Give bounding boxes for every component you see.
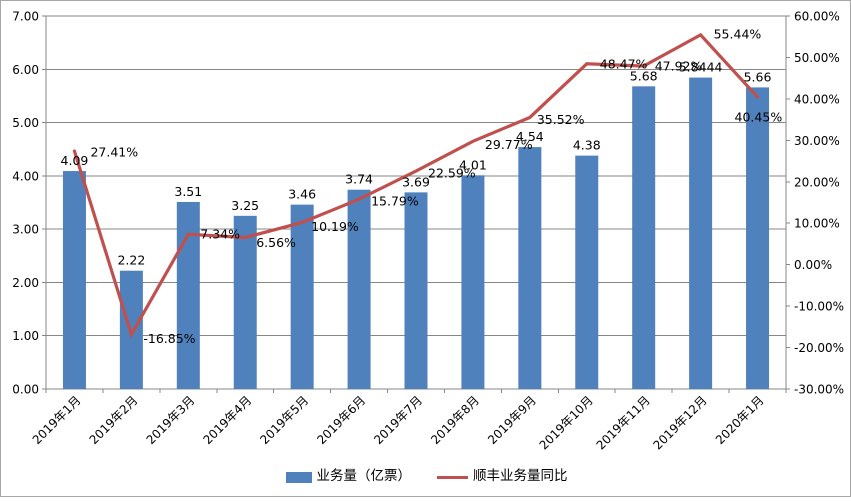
- bar-2019年8月: [461, 175, 485, 389]
- x-axis-category-label: 2019年11月: [594, 393, 653, 452]
- bar-label: 3.69: [402, 174, 430, 189]
- line-label: -16.85%: [143, 331, 195, 346]
- x-axis-category-label: 2019年9月: [485, 393, 539, 447]
- bar-2019年10月: [575, 155, 599, 389]
- left-axis-tick-label: 6.00: [12, 63, 39, 77]
- line-label: 27.41%: [90, 145, 138, 160]
- legend-line-swatch: [437, 475, 468, 479]
- line-label: 35.52%: [537, 112, 585, 127]
- line-label: 40.45%: [735, 110, 783, 125]
- bar-label: 3.46: [288, 187, 316, 202]
- right-axis-tick-label: -30.00%: [794, 383, 844, 397]
- x-axis-category-label: 2019年12月: [650, 393, 709, 452]
- right-axis-tick-label: -10.00%: [794, 300, 844, 314]
- bar-2020年1月: [746, 87, 770, 389]
- bar-2019年11月: [632, 86, 656, 389]
- right-axis-tick-label: -20.00%: [794, 341, 844, 355]
- bar-2019年4月: [233, 215, 257, 389]
- legend: 业务量（亿票） 顺丰业务量同比: [1, 465, 850, 489]
- left-axis-tick-label: 3.00: [12, 223, 39, 237]
- right-axis-tick-label: 0.00%: [794, 258, 832, 272]
- right-axis-tick-label: 20.00%: [794, 175, 840, 189]
- combo-chart-plot: 7.00 6.00 5.00 4.00 3.00 2.00 1.00 0.00 60.00% 50…: [12, 10, 844, 453]
- line-label: 55.44%: [714, 26, 762, 41]
- bar-2019年7月: [404, 192, 428, 389]
- left-axis-tick-label: 4.00: [12, 169, 39, 183]
- legend-entry-yoy: 顺丰业务量同比: [437, 470, 568, 484]
- right-axis-tick-label: 10.00%: [794, 217, 840, 231]
- bar-2019年3月: [176, 201, 200, 389]
- bar-label: 2.22: [117, 253, 145, 268]
- left-axis-tick-label: 7.00: [12, 10, 39, 24]
- right-axis-tick-label: 30.00%: [794, 134, 840, 148]
- x-axis-category-label: 2019年2月: [87, 393, 141, 447]
- line-label: 48.47%: [600, 56, 648, 71]
- bar-label: 3.74: [345, 172, 373, 187]
- bar-label: 4.38: [573, 138, 601, 153]
- bar-2019年9月: [518, 147, 542, 389]
- bar-label: 4.09: [61, 153, 89, 168]
- x-axis-category-label: 2019年5月: [257, 393, 311, 447]
- bar-2019年6月: [347, 189, 371, 389]
- bar-label: 3.51: [174, 184, 202, 199]
- bar-label: 3.25: [231, 198, 259, 213]
- right-axis-tick-label: 60.00%: [794, 10, 840, 24]
- x-axis-category-label: 2019年1月: [30, 393, 84, 447]
- yoy-line: [72, 32, 760, 339]
- right-axis-tick-label: 50.00%: [794, 51, 840, 65]
- line-label: 15.79%: [371, 194, 419, 209]
- bar-2019年5月: [290, 204, 314, 389]
- left-axis-tick-label: 2.00: [12, 276, 39, 290]
- line-label: 10.19%: [311, 219, 359, 234]
- legend-line-label: 顺丰业务量同比: [473, 468, 568, 485]
- legend-entry-volume: 业务量（亿票）: [285, 468, 412, 485]
- x-axis-category-label: 2019年3月: [144, 393, 198, 447]
- x-axis-category-label: 2019年7月: [371, 393, 425, 447]
- line-label: 7.34%: [200, 227, 240, 242]
- left-axis-tick-label: 5.00: [12, 116, 39, 130]
- bar-2019年12月: [689, 77, 713, 390]
- bar-2019年1月: [62, 171, 86, 389]
- x-axis-category-label: 2019年10月: [537, 393, 596, 452]
- legend-bar-label: 业务量（亿票）: [316, 468, 412, 485]
- bar-label: 5.66: [744, 69, 772, 84]
- bar-label: 4.54: [516, 129, 544, 144]
- left-axis-tick-label: 1.00: [12, 329, 39, 343]
- x-axis-category-label: 2019年4月: [200, 393, 254, 447]
- x-axis-category-label: 2020年1月: [713, 393, 767, 447]
- line-label: 47.92%: [655, 59, 703, 74]
- line-label: 22.59%: [428, 166, 476, 181]
- bar-label: 4.01: [459, 157, 487, 172]
- x-axis-category-label: 2019年8月: [428, 393, 482, 447]
- right-axis-tick-label: 40.00%: [794, 92, 840, 106]
- bar-label: 5.68: [630, 68, 658, 83]
- bar-label: 5.8444: [679, 60, 723, 75]
- line-label: 6.56%: [256, 235, 296, 250]
- legend-bar-swatch: [285, 471, 312, 483]
- x-axis-category-label: 2019年6月: [314, 393, 368, 447]
- left-axis-tick-label: 0.00: [12, 383, 39, 397]
- line-label: 29.77%: [485, 137, 533, 152]
